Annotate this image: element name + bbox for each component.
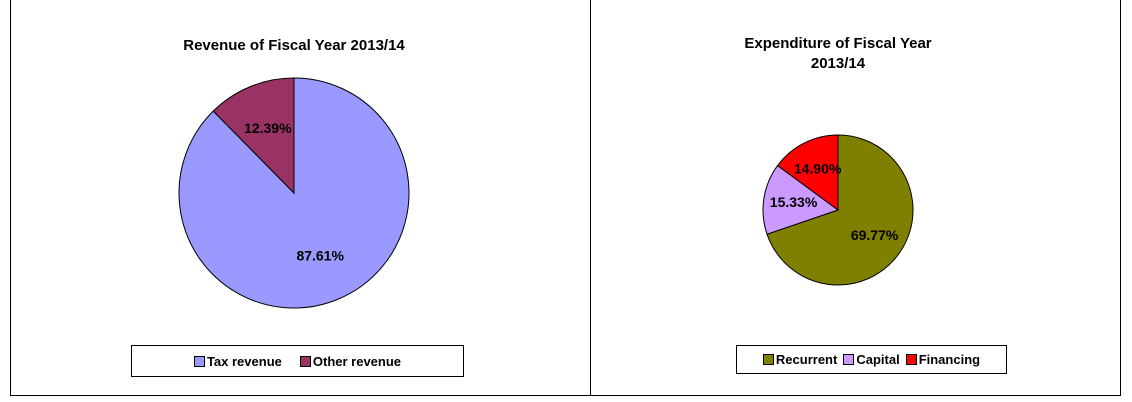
pie-slice <box>766 134 914 286</box>
pie-slice <box>212 77 295 195</box>
legend-item: Recurrent <box>762 352 838 367</box>
legend-label: Capital <box>856 352 900 367</box>
legend-swatch <box>193 355 205 367</box>
slice-label: 15.33% <box>770 194 818 210</box>
chart-panel: 69.77% 15.33% 14.90% Expenditure of Fiscal … <box>590 0 1121 396</box>
chart-title: Expenditure of Fiscal Year 2013/14 <box>744 35 932 72</box>
legend-swatch <box>762 354 774 365</box>
legend: Tax revenue Other revenue <box>131 345 464 377</box>
legend-label: Financing <box>918 352 981 367</box>
legend-label: Tax revenue <box>206 353 282 369</box>
pie-slice <box>762 164 840 235</box>
legend: Recurrent Capital Financing <box>736 345 1007 374</box>
pie-chart: 87.61% 12.39% <box>178 77 410 309</box>
legend-label: Recurrent <box>775 352 838 367</box>
legend-label: Other revenue <box>312 353 402 369</box>
slice-label: 69.77% <box>851 227 899 243</box>
chart-title: Revenue of Fiscal Year 2013/14 <box>183 37 405 54</box>
chart-panel: 87.61% 12.39% Revenue of Fiscal Year 2013/… <box>10 0 591 396</box>
slice-label: 87.61% <box>296 248 344 264</box>
legend-swatch <box>905 354 917 365</box>
slice-label: 12.39% <box>244 120 292 136</box>
legend-item: Capital <box>843 352 900 367</box>
legend-item: Tax revenue <box>193 353 282 369</box>
legend-item: Financing <box>905 352 981 367</box>
pie-slice <box>178 77 410 309</box>
legend-swatch <box>299 355 311 367</box>
legend-item: Other revenue <box>299 353 402 369</box>
pie-slice <box>776 134 839 211</box>
legend-swatch <box>843 354 855 365</box>
pie-chart: 69.77% 15.33% 14.90% <box>762 134 914 286</box>
slice-label: 14.90% <box>794 161 842 177</box>
